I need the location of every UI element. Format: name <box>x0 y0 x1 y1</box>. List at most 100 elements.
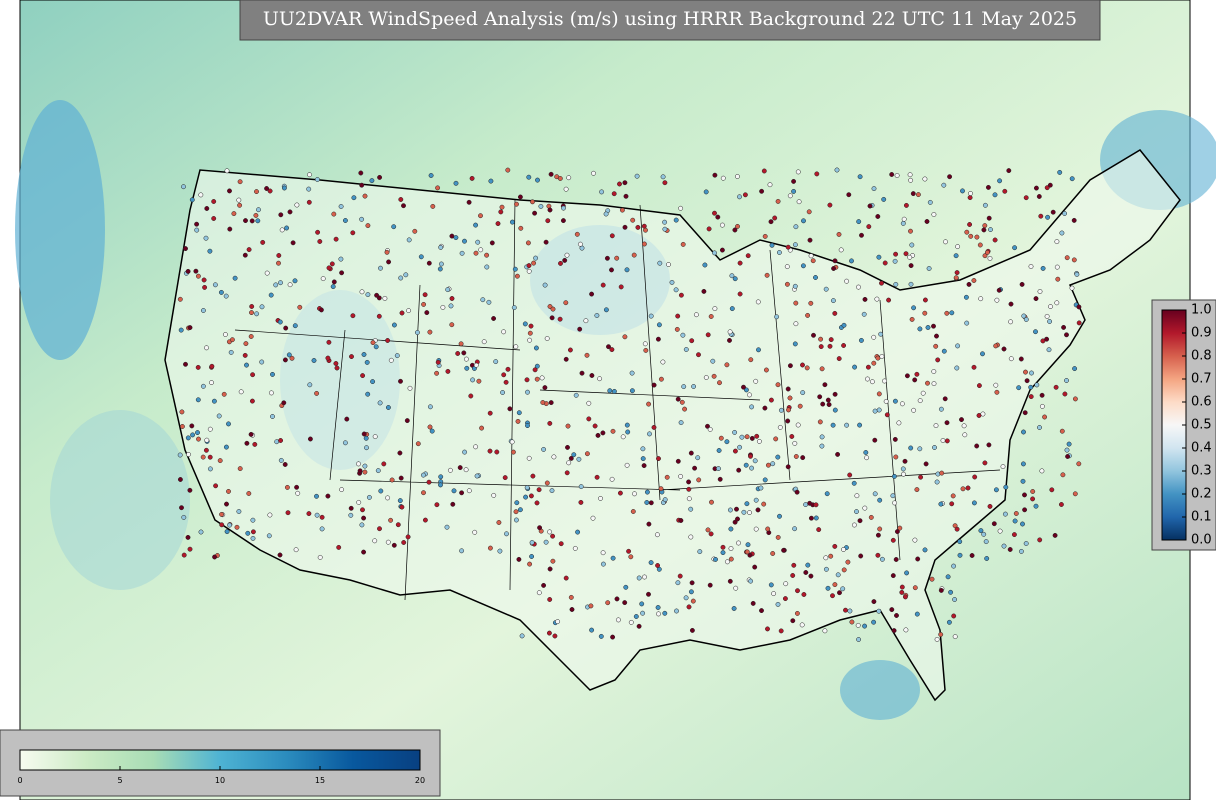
tick-label: 1.0 <box>1191 303 1212 318</box>
station-marker <box>422 517 428 523</box>
station-marker <box>248 431 254 437</box>
station-marker <box>801 218 806 224</box>
station-marker <box>536 590 542 596</box>
station-marker <box>1040 265 1046 271</box>
station-marker <box>200 454 206 460</box>
station-marker <box>377 526 382 532</box>
station-marker <box>227 522 233 528</box>
station-marker <box>544 336 550 341</box>
station-marker <box>917 446 923 452</box>
station-marker <box>1001 543 1007 549</box>
station-marker <box>542 385 548 391</box>
station-marker <box>938 406 944 412</box>
station-marker <box>307 436 313 442</box>
station-marker <box>571 452 577 458</box>
station-marker <box>599 189 605 195</box>
station-marker <box>742 192 748 198</box>
station-marker <box>1008 356 1014 362</box>
station-marker <box>712 306 718 312</box>
station-marker <box>964 229 970 235</box>
station-marker <box>953 275 959 281</box>
station-marker <box>980 351 985 357</box>
station-marker <box>918 474 924 480</box>
station-marker <box>242 252 248 258</box>
station-marker <box>642 574 647 580</box>
station-marker <box>737 291 743 297</box>
station-marker <box>683 595 689 601</box>
station-marker <box>967 222 973 227</box>
station-marker <box>463 467 469 473</box>
station-marker <box>369 178 375 184</box>
station-marker <box>359 289 365 295</box>
station-marker <box>338 204 344 209</box>
station-marker <box>385 338 391 343</box>
station-marker <box>511 305 517 311</box>
station-marker <box>871 599 877 605</box>
station-marker <box>501 329 507 335</box>
station-marker <box>680 332 686 338</box>
station-marker <box>276 260 281 266</box>
station-marker <box>364 359 370 365</box>
station-marker <box>391 224 397 230</box>
station-marker <box>923 461 929 467</box>
station-marker <box>375 468 381 474</box>
station-marker <box>728 556 734 562</box>
station-marker <box>941 182 947 188</box>
station-marker <box>709 499 714 505</box>
station-marker <box>951 563 957 569</box>
station-marker <box>882 378 887 384</box>
station-marker <box>636 575 642 581</box>
station-marker <box>775 601 781 607</box>
station-marker <box>758 485 764 491</box>
tick-label: 0.3 <box>1191 464 1212 479</box>
tick-label: 0.9 <box>1191 326 1212 341</box>
station-marker <box>794 610 800 616</box>
station-marker <box>577 326 583 332</box>
station-marker <box>762 405 768 411</box>
station-marker <box>792 283 798 289</box>
station-marker <box>845 559 851 565</box>
station-marker <box>179 424 185 429</box>
station-marker <box>189 423 195 429</box>
station-marker <box>458 341 464 347</box>
station-marker <box>181 514 187 520</box>
station-marker <box>314 177 320 182</box>
station-marker <box>1047 319 1053 324</box>
station-marker <box>863 450 869 455</box>
tick-label: 10 <box>215 776 225 785</box>
station-marker <box>609 233 615 239</box>
station-marker <box>939 470 945 476</box>
station-marker <box>563 356 569 362</box>
station-marker <box>628 619 634 625</box>
station-marker <box>493 359 499 365</box>
station-marker <box>459 250 465 256</box>
station-marker <box>609 347 615 353</box>
station-marker <box>871 334 877 340</box>
station-marker <box>398 378 403 384</box>
station-marker <box>370 340 376 346</box>
station-marker <box>813 515 819 521</box>
station-marker <box>320 276 326 282</box>
station-marker <box>249 398 255 404</box>
station-marker <box>865 364 871 370</box>
station-marker <box>502 475 508 481</box>
station-marker <box>349 354 354 360</box>
station-marker <box>1044 313 1050 319</box>
station-marker <box>609 267 614 273</box>
station-marker <box>1023 541 1029 546</box>
station-marker <box>534 500 540 506</box>
station-marker <box>925 380 930 386</box>
station-marker <box>988 227 993 233</box>
station-marker <box>476 378 482 384</box>
station-marker <box>268 390 274 396</box>
station-marker <box>584 451 590 457</box>
station-marker <box>899 584 905 590</box>
station-marker <box>773 436 779 442</box>
station-marker <box>359 522 365 528</box>
station-marker <box>910 191 916 197</box>
station-marker <box>934 636 940 642</box>
station-marker <box>660 174 666 180</box>
station-marker <box>196 436 201 442</box>
station-marker <box>620 434 626 440</box>
station-marker <box>974 234 980 240</box>
